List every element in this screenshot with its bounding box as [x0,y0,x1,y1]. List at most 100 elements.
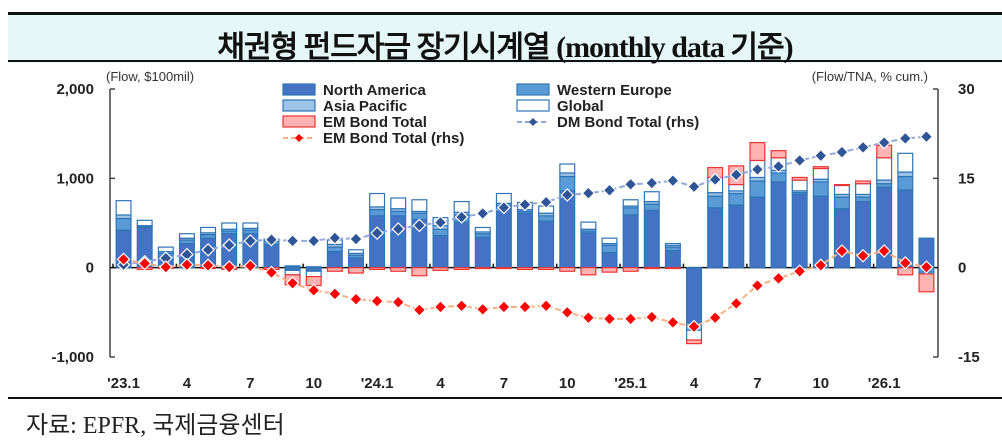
bar-global [284,269,301,276]
x-axis-tick-label: '24.1 [361,375,394,392]
bar-em-bond-total [432,267,449,271]
bar-north-america [495,207,512,269]
marker-em-bond-total-rhs- [729,296,744,311]
bar-em-bond-total [686,339,703,345]
marker-dm-bond-total-rhs- [391,222,406,236]
x-axis-tick-label: 4 [690,375,699,392]
right-axis-tick-label: -15 [958,349,980,366]
bar-asia-pacific [284,265,301,268]
bar-em-bond-total [770,150,787,159]
bar-em-bond-total [411,267,428,277]
bar-north-america [347,257,364,269]
marker-em-bond-total-rhs- [835,244,849,258]
left-axis-tick-label: 1,000 [56,170,94,187]
legend-label-global: Global [557,98,604,115]
marker-dm-bond-total-rhs- [201,242,215,257]
legend-label-asia-pacific: Asia Pacific [323,98,407,115]
bar-global [833,184,850,196]
bar-western-europe [855,196,872,203]
bar-global [136,219,153,227]
bar-north-america [453,221,470,269]
bar-asia-pacific [305,266,322,269]
bar-em-bond-total [559,267,576,272]
marker-em-bond-total-rhs- [623,312,638,326]
bar-em-bond-total [918,273,935,293]
marker-dm-bond-total-rhs- [771,159,786,174]
bar-global [791,179,808,192]
marker-dm-bond-total-rhs- [623,177,638,192]
marker-em-bond-total-rhs- [666,315,680,330]
marker-em-bond-total-rhs- [644,310,659,324]
bar-em-bond-total [664,267,681,270]
marker-em-bond-total-rhs- [813,258,828,273]
marker-em-bond-total-rhs- [877,244,892,258]
bar-western-europe [622,207,639,216]
legend-label-north-america: North America [323,82,426,99]
marker-dm-bond-total-rhs- [222,238,237,252]
bar-global [390,197,407,210]
marker-em-bond-total-rhs- [771,271,786,286]
bar-western-europe [812,181,829,197]
source-note: 자료: EPFR, 국제금융센터 [26,413,285,439]
marker-dm-bond-total-rhs- [539,195,553,210]
right-axis-tick-label: 15 [958,170,975,187]
bar-global [115,200,132,216]
bar-em-bond-total [347,267,364,274]
bar-western-europe [728,192,745,206]
bar-em-bond-total [791,176,808,181]
bar-western-europe [601,244,618,254]
bar-global [855,183,872,196]
bar-em-bond-total [538,267,555,271]
title-bar: 채권형 펀드자금 장기시계열 (monthly data 기준) [8,12,1002,64]
marker-em-bond-total-rhs- [750,278,765,293]
bar-global [200,226,217,234]
x-axis-tick-label: 10 [305,375,322,392]
x-axis-tick-label: 4 [436,375,445,392]
bar-global [897,152,914,173]
marker-dm-bond-total-rhs- [306,234,321,248]
marker-em-bond-total-rhs- [327,287,342,301]
bar-global [305,270,322,278]
marker-dm-bond-total-rhs- [877,135,892,150]
marker-dm-bond-total-rhs- [497,200,511,215]
bar-north-america [770,181,787,269]
bar-north-america [897,189,914,269]
marker-em-bond-total-rhs- [581,310,596,325]
marker-em-bond-total-rhs- [708,310,723,325]
bar-western-europe [643,203,660,212]
bar-western-europe [115,217,132,231]
bar-north-america [538,220,555,269]
marker-em-bond-total-rhs- [370,294,384,308]
marker-em-bond-total-rhs- [412,303,427,317]
marker-dm-bond-total-rhs- [856,140,870,155]
marker-em-bond-total-rhs- [539,298,553,313]
bar-global [474,226,491,233]
bar-em-bond-total [601,267,618,273]
bar-western-europe [770,172,787,183]
bar-western-europe [707,195,724,209]
bar-north-america [517,212,533,269]
x-axis-tick-label: 7 [500,375,508,392]
x-axis-tick-label: 10 [559,375,576,392]
bar-asia-pacific [897,171,914,178]
bar-western-europe [897,175,914,191]
bar-north-america [686,267,703,324]
bar-north-america [749,196,766,269]
marker-em-bond-total-rhs- [137,256,152,271]
right-axis-tick-label: 30 [958,81,975,98]
legend-label-dm-bond-total-rhs: DM Bond Total (rhs) [557,114,699,131]
bar-north-america [326,250,343,269]
bar-global [664,242,681,246]
marker-dm-bond-total-rhs- [285,234,300,248]
marker-dm-bond-total-rhs- [518,197,532,212]
marker-dm-bond-total-rhs- [475,206,490,221]
marker-em-bond-total-rhs- [285,276,300,290]
bar-western-europe [369,209,386,217]
marker-em-bond-total-rhs- [792,264,807,279]
bar-north-america [728,204,745,269]
legend-label-em-bond-total-rhs: EM Bond Total (rhs) [323,130,464,147]
bar-north-america [622,214,639,269]
marker-dm-bond-total-rhs- [327,231,342,245]
marker-dm-bond-total-rhs- [243,234,258,248]
marker-em-bond-total-rhs- [497,300,511,314]
